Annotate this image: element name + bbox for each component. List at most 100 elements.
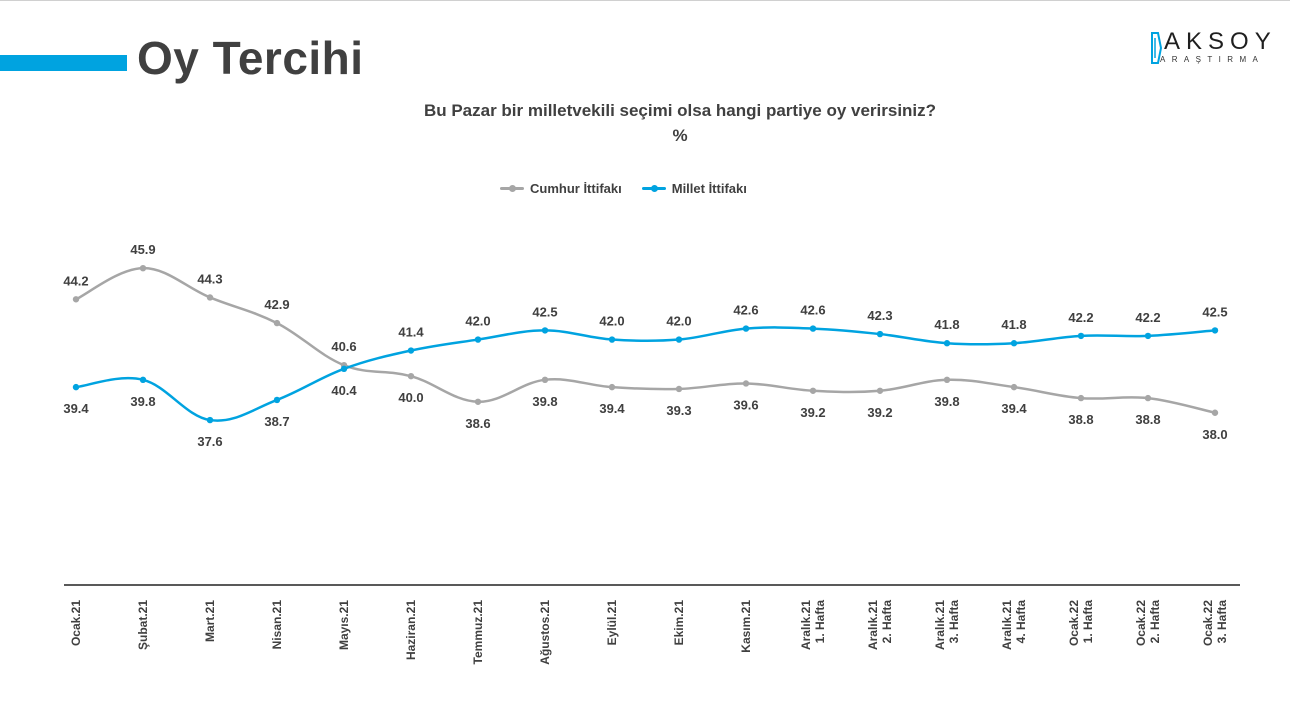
x-tick-label-line: Mart.21 (203, 600, 217, 642)
data-point-millet (340, 365, 348, 373)
x-tick-label-line: Aralık.21 (933, 600, 947, 650)
legend-label-cumhur: Cumhur İttifakı (530, 180, 622, 196)
x-tick-label-line: 3. Hafta (1215, 600, 1229, 644)
x-tick-label: Ocak.22 3. Hafta (1201, 600, 1229, 646)
x-tick-label-line: Ekim.21 (672, 600, 686, 646)
data-point-millet (1144, 332, 1152, 340)
data-point-cumhur (139, 264, 147, 272)
x-tick-label-line: Aralık.21 (799, 600, 813, 650)
x-tick-label-line: 2. Hafta (880, 600, 894, 644)
data-point-millet (1077, 332, 1085, 340)
data-label-millet: 42.0 (666, 314, 691, 329)
data-label-cumhur: 39.6 (733, 397, 758, 412)
data-label-cumhur: 38.8 (1068, 412, 1093, 427)
logo-subtitle: ARAŞTIRMA (1160, 55, 1265, 64)
x-tick-label: Aralık.21 3. Hafta (933, 600, 961, 650)
chart-subtitle: % (672, 126, 688, 145)
data-point-cumhur (474, 398, 482, 405)
legend-swatch-millet (641, 184, 666, 192)
data-point-cumhur (541, 376, 549, 384)
data-point-millet (943, 340, 951, 347)
x-tick-label: Şubat.21 (136, 600, 150, 650)
x-tick-label: Ekim.21 (672, 600, 686, 646)
x-tick-label-line: Haziran.21 (404, 600, 418, 660)
data-label-millet: 41.4 (398, 325, 424, 340)
x-tick-label-line: Aralık.21 (866, 600, 880, 650)
x-tick-label-line: 2. Hafta (1148, 600, 1162, 644)
data-label-millet: 41.8 (1001, 317, 1026, 332)
data-label-cumhur: 39.8 (532, 394, 557, 409)
x-tick-label-line: Ağustos.21 (538, 600, 552, 665)
series-line-cumhur (74, 266, 1217, 414)
data-point-cumhur (608, 383, 616, 391)
data-label-millet: 41.8 (934, 317, 959, 332)
data-point-cumhur (206, 294, 214, 301)
data-point-millet (742, 325, 750, 332)
data-point-cumhur (72, 296, 80, 303)
data-label-cumhur: 38.6 (465, 416, 490, 431)
data-label-cumhur: 39.2 (800, 405, 825, 420)
data-point-cumhur (943, 376, 951, 384)
data-point-cumhur (675, 385, 683, 393)
data-label-cumhur: 39.8 (934, 394, 959, 409)
data-point-millet (876, 330, 884, 338)
logo-wordmark: AKSOY (1164, 28, 1277, 55)
data-point-millet (474, 336, 482, 343)
data-point-cumhur (1077, 394, 1085, 402)
data-point-cumhur (273, 319, 281, 327)
data-label-cumhur: 38.8 (1135, 412, 1160, 427)
data-label-millet: 37.6 (197, 434, 222, 449)
x-tick-label: Aralık.21 4. Hafta (1000, 600, 1028, 650)
x-tick-label: Ocak.22 1. Hafta (1067, 600, 1095, 646)
data-label-millet: 42.0 (465, 314, 490, 329)
legend-item-cumhur: Cumhur İttifakı (500, 181, 622, 196)
chart-legend: Cumhur İttifakı Millet İttifakı (500, 178, 747, 198)
data-label-millet: 42.2 (1135, 310, 1160, 325)
x-tick-label-line: Kasım.21 (739, 600, 753, 653)
data-point-millet (1211, 327, 1219, 334)
top-rule (0, 0, 1290, 1)
x-tick-label: Temmuz.21 (471, 600, 485, 665)
data-point-cumhur (1010, 383, 1018, 391)
data-point-cumhur (1144, 394, 1152, 402)
x-tick-label-line: Ocak.22 (1134, 600, 1148, 646)
x-tick-label: Aralık.21 1. Hafta (799, 600, 827, 650)
data-label-millet: 38.7 (264, 414, 289, 429)
data-point-millet (1010, 340, 1018, 347)
data-point-millet (675, 336, 683, 343)
data-point-cumhur (1211, 409, 1219, 416)
data-label-cumhur: 39.2 (867, 405, 892, 420)
data-label-cumhur: 40.6 (331, 339, 356, 354)
x-tick-label-line: Ocak.22 (1201, 600, 1215, 646)
x-tick-label: Haziran.21 (404, 600, 418, 660)
data-label-cumhur: 44.2 (63, 273, 88, 288)
data-point-millet (809, 325, 817, 332)
data-label-cumhur: 38.0 (1202, 427, 1227, 442)
data-point-cumhur (742, 380, 750, 387)
x-tick-label: Ağustos.21 (538, 600, 552, 665)
data-point-cumhur (809, 387, 817, 394)
page-title: Oy Tercihi (137, 32, 364, 84)
x-tick-label: Eylül.21 (605, 600, 619, 646)
data-point-millet (608, 336, 616, 343)
x-tick-label-line: Eylül.21 (605, 600, 619, 646)
x-tick-label: Aralık.21 2. Hafta (866, 600, 894, 650)
logo-mark-icon (1151, 32, 1163, 64)
data-point-millet (541, 327, 549, 334)
x-tick-label-line: Aralık.21 (1000, 600, 1014, 650)
x-tick-label: Mart.21 (203, 600, 217, 642)
data-label-cumhur: 39.4 (599, 401, 625, 416)
data-label-millet: 42.6 (800, 303, 825, 318)
data-label-cumhur: 39.4 (1001, 401, 1027, 416)
data-label-millet: 42.5 (1202, 304, 1227, 319)
x-tick-label-line: Ocak.22 (1067, 600, 1081, 646)
x-tick-label-line: 1. Hafta (1081, 600, 1095, 644)
x-tick-label-line: Ocak.21 (69, 600, 83, 646)
data-label-cumhur: 39.3 (666, 403, 691, 418)
x-tick-label: Mayıs.21 (337, 600, 351, 650)
x-tick-label-line: 3. Hafta (947, 600, 961, 644)
data-point-millet (139, 376, 147, 384)
data-point-millet (206, 416, 214, 424)
x-tick-label-line: Mayıs.21 (337, 600, 351, 650)
brand-logo: AKSOY ARAŞTIRMA (1148, 28, 1273, 70)
